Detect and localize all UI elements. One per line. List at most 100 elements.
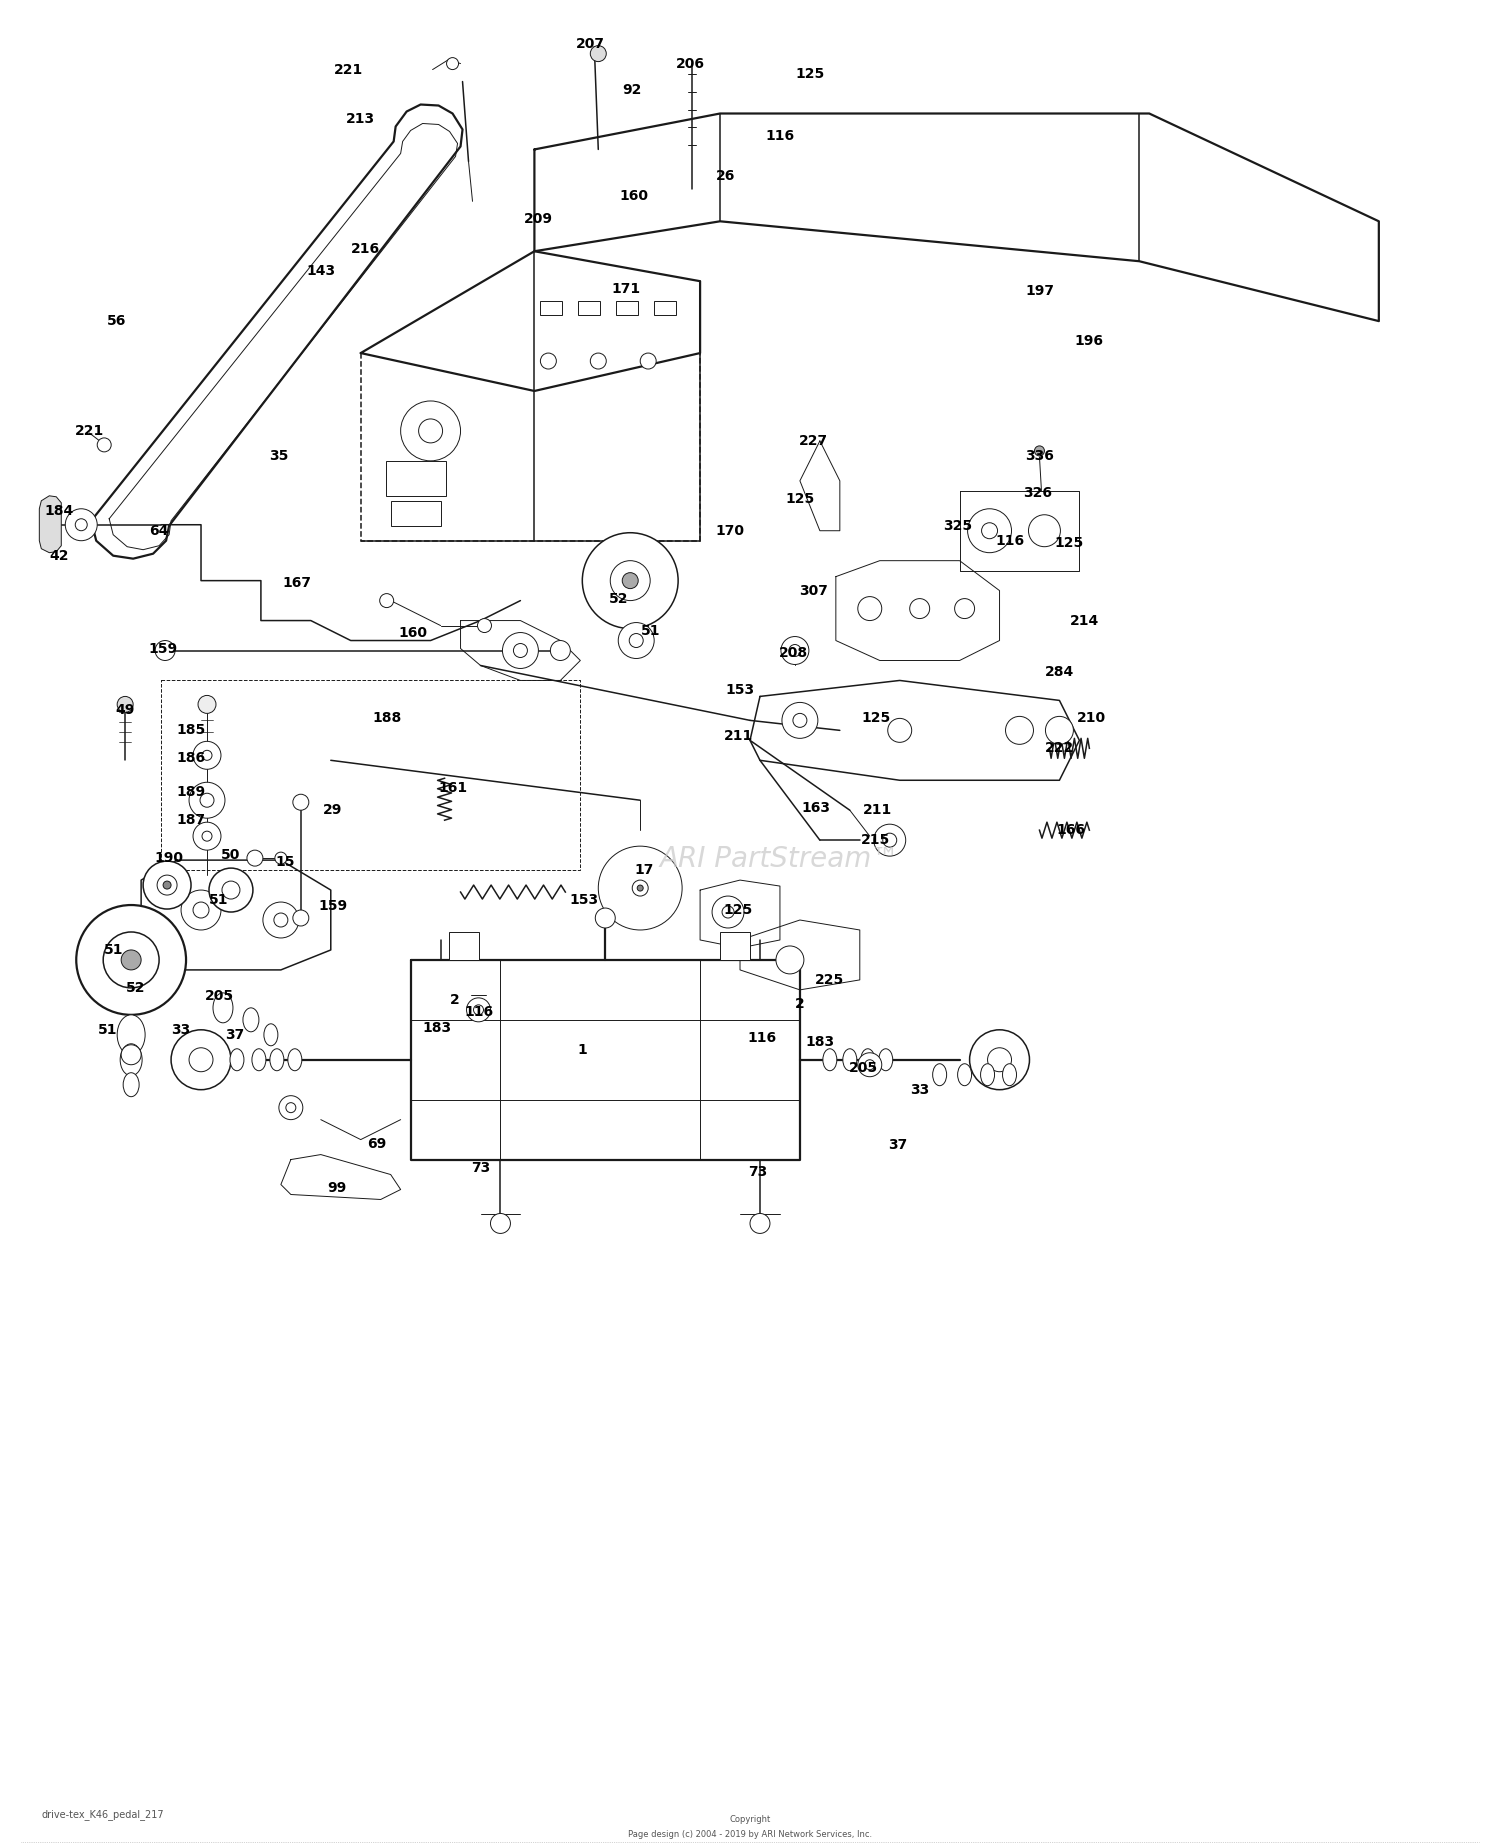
Circle shape [98, 438, 111, 452]
Circle shape [858, 1052, 882, 1076]
Text: 187: 187 [177, 814, 206, 827]
Circle shape [865, 1060, 874, 1069]
Text: 211: 211 [723, 729, 753, 744]
Circle shape [292, 794, 309, 810]
Circle shape [722, 906, 734, 917]
Text: 186: 186 [177, 751, 206, 766]
Bar [386, 462, 446, 497]
Circle shape [503, 633, 538, 668]
Circle shape [591, 353, 606, 369]
Text: 197: 197 [1024, 284, 1054, 299]
Circle shape [789, 644, 801, 657]
Circle shape [550, 641, 570, 661]
Text: 64: 64 [150, 524, 170, 537]
Text: Page design (c) 2004 - 2019 by ARI Network Services, Inc.: Page design (c) 2004 - 2019 by ARI Netwo… [628, 1829, 872, 1839]
Circle shape [202, 831, 211, 842]
Ellipse shape [264, 1025, 278, 1047]
Text: 116: 116 [765, 129, 795, 144]
Text: 163: 163 [801, 801, 831, 816]
Ellipse shape [123, 1073, 140, 1097]
Circle shape [1046, 716, 1074, 744]
Text: 35: 35 [268, 449, 288, 463]
Text: 207: 207 [576, 37, 604, 50]
Text: 171: 171 [612, 282, 640, 295]
Text: 37: 37 [888, 1137, 908, 1152]
Bar [654, 301, 676, 316]
Circle shape [194, 903, 208, 917]
Circle shape [909, 598, 930, 618]
Circle shape [194, 821, 220, 851]
Circle shape [858, 596, 882, 620]
Text: 184: 184 [45, 504, 74, 517]
Circle shape [248, 851, 262, 866]
Text: 183: 183 [422, 1021, 452, 1036]
Circle shape [540, 353, 556, 369]
Text: 42: 42 [50, 548, 69, 563]
Circle shape [610, 561, 650, 600]
Text: 52: 52 [126, 980, 146, 995]
Circle shape [884, 833, 897, 847]
Text: 284: 284 [1046, 665, 1074, 679]
Text: 50: 50 [222, 847, 240, 862]
Circle shape [477, 618, 492, 633]
Text: 336: 336 [1024, 449, 1054, 463]
Ellipse shape [861, 1049, 874, 1071]
Circle shape [1029, 515, 1060, 546]
Text: 206: 206 [675, 57, 705, 70]
Text: 153: 153 [726, 683, 754, 698]
Text: 56: 56 [106, 314, 126, 329]
Text: drive-tex_K46_pedal_217: drive-tex_K46_pedal_217 [42, 1809, 164, 1820]
Circle shape [122, 951, 141, 969]
Circle shape [712, 895, 744, 929]
Ellipse shape [933, 1063, 946, 1085]
Circle shape [222, 881, 240, 899]
Circle shape [209, 868, 254, 912]
Bar [720, 932, 750, 960]
Circle shape [591, 46, 606, 61]
Text: 213: 213 [346, 113, 375, 127]
Text: 185: 185 [177, 724, 206, 737]
Circle shape [262, 903, 298, 938]
Ellipse shape [252, 1049, 266, 1071]
Circle shape [622, 572, 638, 589]
Text: 52: 52 [609, 591, 628, 605]
Circle shape [513, 644, 528, 657]
Circle shape [628, 633, 644, 648]
Circle shape [66, 509, 98, 541]
Text: 51: 51 [98, 1023, 117, 1037]
Circle shape [76, 905, 186, 1015]
Circle shape [117, 696, 134, 713]
Circle shape [1005, 716, 1034, 744]
Circle shape [154, 641, 176, 661]
Text: 2: 2 [795, 997, 806, 1012]
Text: 161: 161 [438, 781, 466, 796]
Text: 209: 209 [524, 212, 554, 227]
Text: 116: 116 [994, 533, 1024, 548]
Circle shape [750, 1213, 770, 1233]
Circle shape [274, 914, 288, 927]
Text: 210: 210 [1077, 711, 1106, 725]
Circle shape [142, 860, 190, 908]
Text: 211: 211 [862, 803, 892, 818]
Text: ARI PartStream™: ARI PartStream™ [660, 844, 900, 873]
Bar [448, 932, 478, 960]
Text: 170: 170 [716, 524, 744, 537]
Text: 221: 221 [75, 425, 104, 438]
Text: 183: 183 [806, 1036, 834, 1049]
Circle shape [782, 703, 818, 738]
Text: 307: 307 [800, 583, 828, 598]
Text: 222: 222 [1046, 742, 1074, 755]
Circle shape [598, 845, 682, 930]
Circle shape [968, 509, 1011, 552]
Text: 69: 69 [368, 1137, 387, 1150]
Circle shape [400, 401, 460, 462]
Text: 49: 49 [116, 703, 135, 718]
Text: 160: 160 [620, 190, 648, 203]
Text: 125: 125 [1054, 535, 1084, 550]
Ellipse shape [824, 1049, 837, 1071]
Text: 2: 2 [450, 993, 459, 1006]
Text: 125: 125 [795, 66, 825, 81]
Ellipse shape [957, 1063, 972, 1085]
Text: 1: 1 [578, 1043, 586, 1056]
Text: 221: 221 [334, 63, 363, 76]
